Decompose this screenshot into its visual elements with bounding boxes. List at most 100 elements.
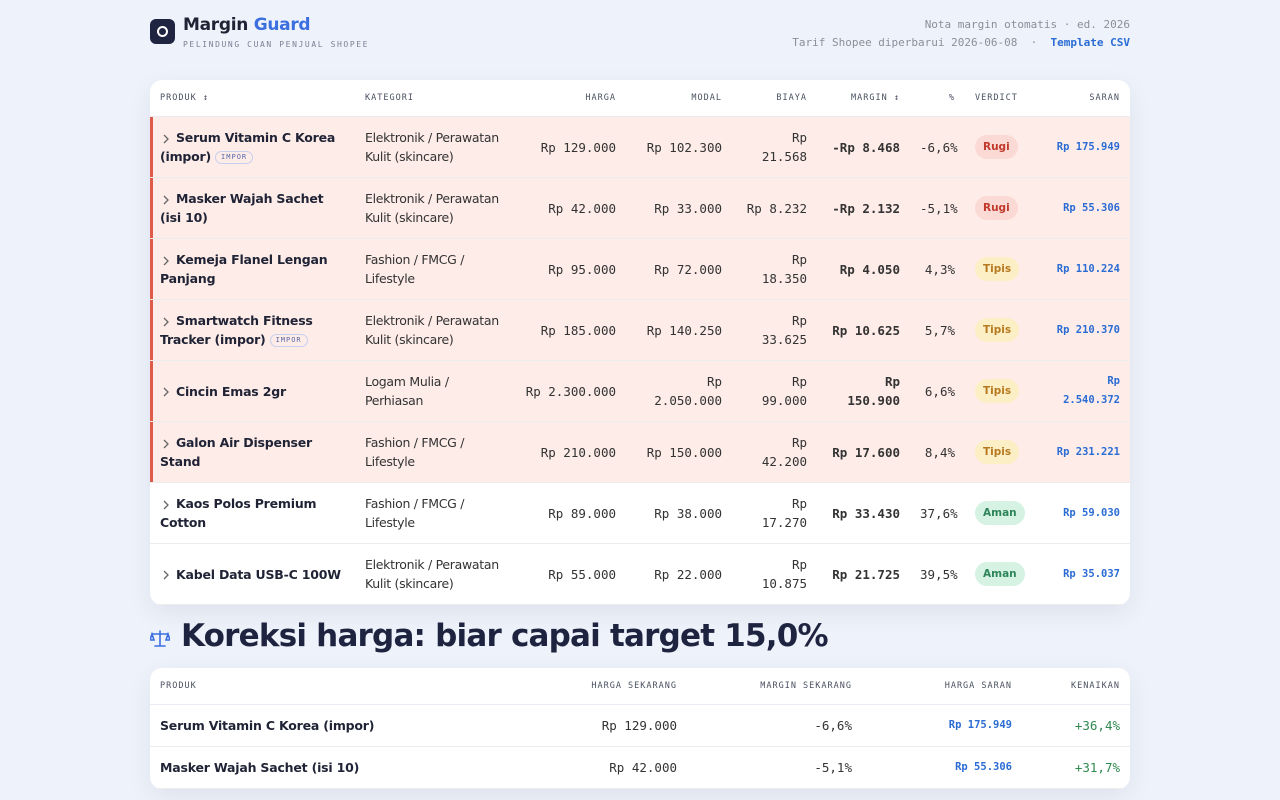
category: Elektronik / Perawatan Kulit (skincare) <box>355 177 515 239</box>
product-cell: Serum Vitamin C Korea (impor) IMPOR <box>150 116 355 178</box>
product-cell: Kemeja Flanel Lengan Panjang <box>150 238 355 300</box>
increase: +36,4% <box>1022 704 1130 747</box>
column-header: KENAIKAN <box>1022 668 1130 705</box>
modal: Rp 33.000 <box>626 177 732 239</box>
category: Elektronik / Perawatan Kulit (skincare) <box>355 299 515 361</box>
product-name: Galon Air Dispenser Stand <box>160 435 313 469</box>
product-cell: Galon Air Dispenser Stand <box>150 421 355 483</box>
product-cell: Kabel Data USB-C 100W <box>150 543 355 605</box>
product-name: Kabel Data USB-C 100W <box>176 566 341 582</box>
verdict-cell: Aman <box>965 543 1040 605</box>
table-body: Serum Vitamin C Korea (impor) IMPOR Elektr… <box>150 116 1130 605</box>
verdict-badge: Tipis <box>975 257 1020 281</box>
expand-icon[interactable] <box>162 570 170 580</box>
modal: Rp 38.000 <box>626 482 732 544</box>
correction-row: Serum Vitamin C Korea (impor) Rp 129.000-… <box>150 704 1130 747</box>
column-header[interactable]: PRODUK ↕ <box>150 80 355 117</box>
header: Margin Guard PELINDUNG CUAN PENJUAL SHOP… <box>150 14 1130 54</box>
correction-row: Masker Wajah Sachet (isi 10) Rp 42.000 -5,… <box>150 746 1130 789</box>
harga: Rp 89.000 <box>515 482 626 544</box>
template-link[interactable]: Template CSV <box>1050 36 1130 49</box>
product-name: Kemeja Flanel Lengan Panjang <box>160 252 328 286</box>
product-row[interactable]: Cincin Emas 2gr Logam Mulia / Perhiasan Rp… <box>150 360 1130 422</box>
category: Elektronik / Perawatan Kulit (skincare) <box>355 543 515 605</box>
harga: Rp 55.000 <box>515 543 626 605</box>
modal: Rp 150.000 <box>626 421 732 483</box>
expand-icon[interactable] <box>162 195 170 205</box>
product-cell: Smartwatch Fitness Tracker (impor) IMPOR <box>150 299 355 361</box>
suggested-price: Rp 175.949 <box>1040 116 1130 178</box>
expand-icon[interactable] <box>162 387 170 397</box>
product-row[interactable]: Smartwatch Fitness Tracker (impor) IMPOR E… <box>150 299 1130 361</box>
category: Logam Mulia / Perhiasan <box>355 360 515 422</box>
harga: Rp 129.000 <box>515 116 626 178</box>
margin-percent: -6,6% <box>910 116 965 178</box>
product-row[interactable]: Kaos Polos Premium Cotton Fashion / FMCG … <box>150 482 1130 544</box>
verdict-cell: Tipis <box>965 238 1040 300</box>
expand-icon[interactable] <box>162 134 170 144</box>
modal: Rp 2.050.000 <box>626 360 732 422</box>
product-cell: Cincin Emas 2gr <box>150 360 355 422</box>
suggested-price: Rp 59.030 <box>1040 482 1130 544</box>
biaya: Rp 10.875 <box>732 543 817 605</box>
current-price: Rp 129.000 <box>510 704 687 747</box>
import-tag: IMPOR <box>269 334 308 347</box>
column-header[interactable]: MARGIN ↕ <box>817 80 910 117</box>
harga: Rp 42.000 <box>515 177 626 239</box>
column-label: MODAL <box>691 93 722 103</box>
product-name: Kaos Polos Premium Cotton <box>160 496 317 530</box>
product-name: Cincin Emas 2gr <box>176 383 286 399</box>
product-row[interactable]: Masker Wajah Sachet (isi 10) Elektronik /… <box>150 177 1130 239</box>
verdict-cell: Aman <box>965 482 1040 544</box>
expand-icon[interactable] <box>162 256 170 266</box>
note: Nota margin otomatis · ed. 2026 <box>924 18 1130 31</box>
expand-icon[interactable] <box>162 439 170 449</box>
brand-first: Margin <box>183 15 249 35</box>
modal: Rp 140.250 <box>626 299 732 361</box>
product-cell: Masker Wajah Sachet (isi 10) <box>150 177 355 239</box>
column-label: KATEGORI <box>365 93 414 103</box>
product-row[interactable]: Kemeja Flanel Lengan Panjang Fashion / FM… <box>150 238 1130 300</box>
tagline: PELINDUNG CUAN PENJUAL SHOPEE <box>183 40 370 49</box>
suggested-price: Rp 210.370 <box>1040 299 1130 361</box>
margin: Rp 21.725 <box>817 543 910 605</box>
margin-percent: 37,6% <box>910 482 965 544</box>
verdict-cell: Rugi <box>965 116 1040 178</box>
expand-icon[interactable] <box>162 317 170 327</box>
verdict-cell: Tipis <box>965 360 1040 422</box>
column-label: PRODUK <box>160 93 197 103</box>
section-title-text: Koreksi harga: biar capai target 15,0% <box>181 618 829 654</box>
verdict-badge: Rugi <box>975 196 1018 220</box>
sort-icon[interactable]: ↕ <box>202 93 209 103</box>
modal: Rp 22.000 <box>626 543 732 605</box>
margin-percent: 4,3% <box>910 238 965 300</box>
product-name: Smartwatch Fitness Tracker (impor) <box>160 313 313 347</box>
scale-icon <box>150 630 170 647</box>
biaya: Rp 99.000 <box>732 360 817 422</box>
correction-table: PRODUK HARGA SEKARANG MARGIN SEKARANG HARGA… <box>150 668 1130 789</box>
column-label: % <box>948 93 955 103</box>
verdict-badge: Aman <box>975 562 1025 586</box>
expand-icon[interactable] <box>162 500 170 510</box>
table-body: Serum Vitamin C Korea (impor) Rp 129.000-… <box>150 704 1130 789</box>
product-name: Serum Vitamin C Korea (impor) <box>150 704 510 747</box>
separator: · <box>1030 36 1038 49</box>
suggested-price: Rp 175.949 <box>862 704 1022 747</box>
product-row[interactable]: Serum Vitamin C Korea (impor) IMPOR Elektr… <box>150 116 1130 178</box>
product-row[interactable]: Galon Air Dispenser Stand Fashion / FMCG … <box>150 421 1130 483</box>
biaya: Rp 42.200 <box>732 421 817 483</box>
category: Elektronik / Perawatan Kulit (skincare) <box>355 116 515 178</box>
margin: -Rp 2.132 <box>817 177 910 239</box>
column-label: SARAN <box>1089 93 1120 103</box>
product-row[interactable]: Kabel Data USB-C 100W Elektronik / Perawa… <box>150 543 1130 605</box>
column-label: BIAYA <box>776 93 807 103</box>
harga: Rp 185.000 <box>515 299 626 361</box>
current-margin: -5,1% <box>687 746 862 789</box>
sort-icon[interactable]: ↕ <box>893 93 900 103</box>
current-margin: -6,6% <box>687 704 862 747</box>
biaya: Rp 17.270 <box>732 482 817 544</box>
suggested-price: Rp 110.224 <box>1040 238 1130 300</box>
suggested-price: Rp 35.037 <box>1040 543 1130 605</box>
verdict-badge: Tipis <box>975 440 1020 464</box>
